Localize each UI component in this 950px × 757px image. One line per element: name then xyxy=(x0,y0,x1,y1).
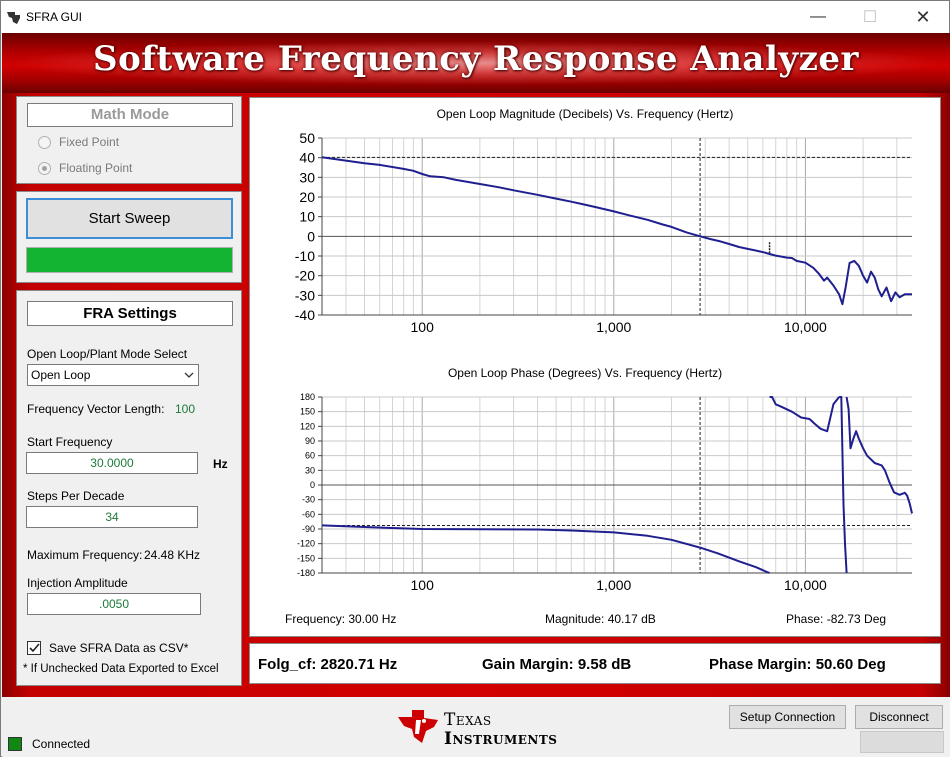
ti-logo: Texas Instruments xyxy=(396,705,596,751)
logo-text-line1: Texas xyxy=(444,710,492,730)
x-tick-label: 100 xyxy=(411,319,435,335)
x-tick-label: 10,000 xyxy=(784,319,827,335)
math-mode-panel: Math Mode Fixed Point Floating Point xyxy=(16,96,242,184)
banner-title: Software Frequency Response Analyzer xyxy=(93,39,859,79)
radio-floating-circle xyxy=(38,161,51,175)
maximize-button[interactable]: ☐ xyxy=(862,9,878,26)
y-tick-label: -20 xyxy=(295,268,315,284)
x-tick-label: 100 xyxy=(411,577,435,593)
radio-fixed-point[interactable]: Fixed Point xyxy=(38,135,119,149)
window-title: SFRA GUI xyxy=(26,10,83,24)
radio-fixed-circle xyxy=(38,135,51,149)
frequency-readout: Frequency: 30.00 Hz xyxy=(285,612,397,626)
y-tick-label: -180 xyxy=(297,568,315,578)
banner-glow xyxy=(2,41,950,85)
phase-margin: Phase Margin: 50.60 Deg xyxy=(709,656,886,673)
margins-panel: Folg_cf: 2820.71 Hz Gain Margin: 9.58 dB… xyxy=(249,643,941,684)
radio-floating-dot xyxy=(42,165,47,171)
steps-per-decade-input[interactable]: 34 xyxy=(26,506,198,528)
freq-vector-label: Frequency Vector Length: xyxy=(27,402,165,416)
phase-chart: Open Loop Phase (Degrees) Vs. Frequency … xyxy=(297,366,913,593)
mode-select-dropdown[interactable]: Open Loop xyxy=(27,364,199,386)
connection-indicator-icon xyxy=(8,737,22,751)
setup-connection-button[interactable]: Setup Connection xyxy=(729,705,846,729)
y-tick-label: -30 xyxy=(302,495,315,505)
disconnect-button[interactable]: Disconnect xyxy=(855,705,943,729)
title-bar: SFRA GUI — ☐ ✕ xyxy=(1,1,949,33)
freq-vector-value: 100 xyxy=(175,402,196,416)
y-tick-label: 20 xyxy=(299,189,315,205)
y-tick-label: 30 xyxy=(305,465,315,475)
y-tick-label: 50 xyxy=(299,130,315,146)
connection-status: Connected xyxy=(32,737,91,751)
y-tick-label: 150 xyxy=(300,407,315,417)
logo-text-line2: Instruments xyxy=(444,729,558,749)
y-tick-label: 0 xyxy=(307,228,315,244)
y-tick-label: 0 xyxy=(310,480,315,490)
radio-fixed-label: Fixed Point xyxy=(59,135,120,149)
export-note: * If Unchecked Data Exported to Excel xyxy=(23,663,219,675)
y-tick-label: -10 xyxy=(295,248,315,264)
bode-charts: Open Loop Magnitude (Decibels) Vs. Frequ… xyxy=(295,107,913,593)
status-bar: Connected Texas Instruments Setup Connec… xyxy=(2,697,950,757)
y-tick-label: -120 xyxy=(297,539,315,549)
y-tick-label: 30 xyxy=(299,169,315,185)
checkbox-box xyxy=(27,641,41,655)
steps-per-decade-label: Steps Per Decade xyxy=(27,489,125,503)
mode-select-label: Open Loop/Plant Mode Select xyxy=(27,347,188,361)
start-frequency-unit: Hz xyxy=(213,457,228,471)
ti-logo-small-icon xyxy=(7,12,20,24)
magnitude-chart: Open Loop Magnitude (Decibels) Vs. Frequ… xyxy=(295,107,912,335)
series-line xyxy=(321,156,912,306)
sweep-progress-fill xyxy=(27,248,232,272)
chevron-down-icon xyxy=(184,372,194,378)
radio-floating-label: Floating Point xyxy=(59,161,133,175)
save-csv-label: Save SFRA Data as CSV* xyxy=(49,641,189,655)
status-box xyxy=(860,731,944,753)
x-tick-label: 1,000 xyxy=(596,319,631,335)
fra-settings-title: FRA Settings xyxy=(27,301,233,326)
gain-margin: Gain Margin: 9.58 dB xyxy=(482,656,632,673)
mode-select-value: Open Loop xyxy=(31,368,91,382)
sweep-panel: Start Sweep xyxy=(16,191,242,283)
crossover-frequency: Folg_cf: 2820.71 Hz xyxy=(258,656,398,673)
x-tick-label: 10,000 xyxy=(784,577,827,593)
max-frequency-label: Maximum Frequency: xyxy=(27,548,143,562)
injection-amplitude-label: Injection Amplitude xyxy=(27,576,128,590)
fra-settings-panel: FRA Settings Open Loop/Plant Mode Select… xyxy=(16,290,242,686)
x-tick-label: 1,000 xyxy=(596,577,631,593)
y-tick-label: 40 xyxy=(299,150,315,166)
y-tick-label: 10 xyxy=(299,209,315,225)
save-csv-checkbox[interactable]: Save SFRA Data as CSV* xyxy=(27,641,188,655)
y-tick-label: 90 xyxy=(305,436,315,446)
magnitude-readout: Magnitude: 40.17 dB xyxy=(545,612,656,626)
y-tick-label: -40 xyxy=(295,307,315,323)
banner: Software Frequency Response Analyzer xyxy=(2,33,950,93)
chart-title: Open Loop Phase (Degrees) Vs. Frequency … xyxy=(448,366,722,380)
plot-panel: Open Loop Magnitude (Decibels) Vs. Frequ… xyxy=(249,97,941,637)
max-frequency-value: 24.48 KHz xyxy=(144,548,201,562)
y-tick-label: -60 xyxy=(302,509,315,519)
chart-title: Open Loop Magnitude (Decibels) Vs. Frequ… xyxy=(437,107,734,121)
y-tick-label: 180 xyxy=(300,392,315,402)
y-tick-label: -30 xyxy=(295,287,315,303)
y-tick-label: -90 xyxy=(302,524,315,534)
start-frequency-label: Start Frequency xyxy=(27,435,113,449)
checkmark-icon xyxy=(28,643,40,653)
texas-logo-icon xyxy=(398,710,438,743)
injection-amplitude-input[interactable]: .0050 xyxy=(27,593,201,615)
start-sweep-button[interactable]: Start Sweep xyxy=(26,198,233,239)
radio-floating-point[interactable]: Floating Point xyxy=(38,161,132,175)
math-mode-title: Math Mode xyxy=(27,103,233,127)
minimize-button[interactable]: — xyxy=(810,8,826,25)
start-frequency-input[interactable]: 30.0000 xyxy=(26,452,198,474)
sweep-progress-bar xyxy=(26,247,233,273)
y-tick-label: 120 xyxy=(300,421,315,431)
series-line xyxy=(321,396,913,574)
phase-readout: Phase: -82.73 Deg xyxy=(786,612,887,626)
close-button[interactable]: ✕ xyxy=(915,6,931,27)
y-tick-label: -150 xyxy=(297,553,315,563)
y-tick-label: 60 xyxy=(305,451,315,461)
